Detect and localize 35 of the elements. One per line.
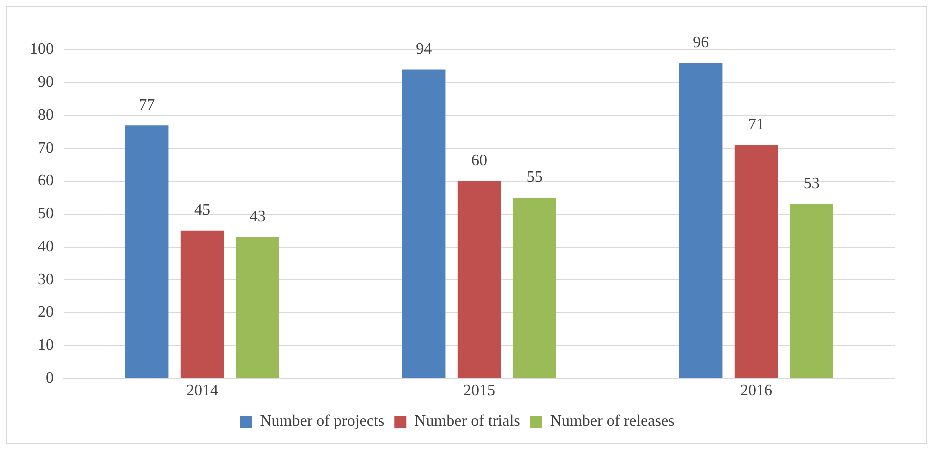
y-tick-label: 20 — [38, 304, 54, 322]
y-tick-label: 10 — [38, 337, 54, 354]
bar — [679, 63, 723, 378]
bar — [458, 182, 502, 378]
data-label: 77 — [139, 96, 156, 114]
bar — [236, 237, 280, 378]
data-label: 94 — [416, 40, 432, 58]
x-tick-label: 2015 — [464, 382, 496, 400]
bar — [180, 230, 224, 378]
bar — [402, 70, 446, 378]
y-tick-label: 60 — [38, 172, 54, 190]
legend-label: Number of trials — [414, 413, 520, 430]
y-tick-label: 30 — [38, 271, 54, 288]
data-label: 43 — [250, 208, 266, 226]
data-label: 55 — [526, 169, 543, 186]
y-tick-label: 40 — [38, 238, 54, 256]
data-label: 45 — [194, 202, 210, 220]
y-tick-label: 50 — [38, 206, 54, 223]
x-tick-label: 2016 — [740, 382, 772, 400]
y-tick-label: 80 — [38, 106, 54, 124]
legend-label: Number of releases — [550, 413, 675, 430]
bar — [790, 204, 834, 378]
bar — [513, 198, 557, 378]
y-tick-label: 0 — [46, 370, 54, 388]
data-label: 71 — [748, 116, 764, 134]
y-tick-label: 100 — [30, 41, 54, 58]
legend-label: Number of projects — [260, 413, 385, 430]
data-label: 53 — [804, 176, 820, 193]
data-label: 96 — [693, 34, 710, 52]
y-tick-label: 70 — [38, 140, 54, 157]
y-tick-label: 90 — [38, 74, 54, 92]
bar — [734, 145, 778, 378]
bar — [125, 126, 169, 378]
x-tick-label: 2014 — [186, 382, 218, 400]
data-label: 60 — [472, 152, 488, 170]
